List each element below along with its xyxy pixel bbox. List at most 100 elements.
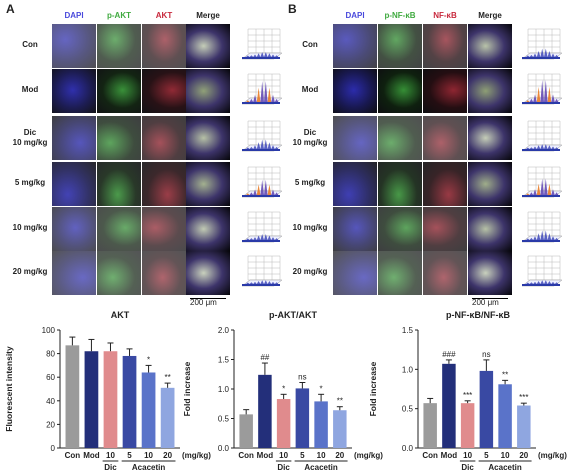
row-label-line: Dic bbox=[303, 128, 317, 137]
surface-peak bbox=[267, 142, 272, 149]
surface-base bbox=[522, 102, 560, 104]
surface-peak bbox=[551, 281, 555, 284]
bar bbox=[333, 410, 347, 448]
row-label: Con bbox=[8, 40, 52, 50]
micrograph bbox=[97, 251, 141, 295]
surface-peak bbox=[540, 79, 544, 102]
micrograph bbox=[423, 251, 467, 295]
surface-peak bbox=[264, 233, 268, 240]
bar bbox=[460, 403, 475, 448]
surface-peak bbox=[246, 55, 250, 57]
surface-plot bbox=[521, 120, 563, 152]
group-label: Acacetin bbox=[304, 463, 337, 472]
y-tick-label: 60 bbox=[46, 373, 55, 382]
surface-peak bbox=[536, 145, 541, 149]
category-label: 20 bbox=[335, 451, 344, 460]
surface-peak bbox=[533, 236, 537, 240]
group-label: Dic bbox=[461, 463, 474, 472]
micrograph bbox=[52, 116, 96, 160]
surface-peak bbox=[544, 230, 548, 240]
category-label: 10 bbox=[279, 451, 288, 460]
y-tick-label: 20 bbox=[46, 420, 55, 429]
surface-peak bbox=[260, 52, 264, 57]
significance-mark: * bbox=[320, 384, 323, 393]
plot-grid bbox=[527, 28, 561, 54]
scale-bar bbox=[190, 298, 226, 299]
micrograph bbox=[186, 24, 230, 68]
row-label-line: 10 mg/kg bbox=[12, 223, 48, 232]
surface-peak bbox=[551, 146, 555, 149]
channel-label: p-AKT bbox=[107, 11, 131, 20]
micrograph bbox=[423, 24, 467, 68]
micrograph bbox=[186, 251, 230, 295]
micrograph bbox=[378, 162, 422, 206]
channel-label: NF-κB bbox=[433, 11, 457, 20]
surface-peak bbox=[540, 178, 544, 195]
surface-peak bbox=[551, 94, 555, 102]
surface-peak bbox=[264, 179, 268, 195]
micrograph bbox=[142, 207, 186, 251]
category-label: Mod bbox=[257, 451, 274, 460]
surface-peak bbox=[253, 189, 257, 195]
y-axis-label: Fold increase bbox=[368, 361, 378, 416]
surface-peak bbox=[260, 280, 264, 284]
y-tick-label: 0.0 bbox=[402, 444, 414, 453]
row-label-line: Dic bbox=[23, 128, 37, 137]
surface-peak bbox=[260, 233, 264, 240]
surface-peak bbox=[249, 98, 254, 102]
micrograph bbox=[333, 24, 377, 68]
row-label-line: 5 mg/kg bbox=[14, 178, 46, 187]
surface-base bbox=[522, 240, 560, 242]
surface-peak bbox=[267, 280, 272, 284]
group-label: Dic bbox=[104, 463, 117, 472]
surface-peak bbox=[260, 139, 264, 149]
scale-bar bbox=[472, 298, 508, 299]
category-label: Con bbox=[238, 451, 254, 460]
micrograph bbox=[97, 24, 141, 68]
micrograph bbox=[468, 24, 512, 68]
surface-peak bbox=[271, 237, 275, 240]
bar bbox=[498, 384, 512, 448]
surface-peak bbox=[274, 146, 279, 149]
y-tick-label: 1.5 bbox=[218, 356, 230, 365]
surface-peak bbox=[529, 54, 534, 57]
chart-title: p-NF-κB/NF-κB bbox=[446, 310, 511, 320]
surface-peak bbox=[264, 280, 268, 284]
bar bbox=[314, 401, 328, 448]
surface-peak bbox=[554, 192, 559, 195]
micrograph bbox=[333, 116, 377, 160]
surface-peak bbox=[256, 87, 261, 102]
surface-peak bbox=[271, 281, 275, 284]
row-label: 20 mg/kg bbox=[288, 267, 332, 277]
channel-label: p-NF-κB bbox=[384, 11, 416, 20]
surface-peak bbox=[536, 183, 541, 195]
surface-peak bbox=[540, 48, 544, 57]
category-label: 5 bbox=[484, 451, 489, 460]
row-label-line: Con bbox=[302, 40, 318, 49]
surface-peak bbox=[551, 53, 555, 57]
micrograph bbox=[97, 207, 141, 251]
surface-peak bbox=[547, 233, 552, 240]
surface-peak bbox=[533, 146, 537, 149]
significance-mark: ** bbox=[337, 397, 343, 406]
surface-base bbox=[522, 195, 560, 197]
panel-letter-B: B bbox=[288, 2, 297, 16]
y-axis-label: Fluorescent intensity bbox=[4, 346, 14, 432]
bar bbox=[103, 351, 118, 448]
surface-peak bbox=[274, 192, 279, 195]
micrograph bbox=[52, 162, 96, 206]
surface-peak bbox=[256, 142, 261, 149]
surface-peak bbox=[533, 189, 537, 195]
significance-mark: ns bbox=[298, 373, 306, 382]
unit-label: (mg/kg) bbox=[182, 451, 211, 460]
surface-peak bbox=[547, 86, 552, 102]
micrograph bbox=[468, 162, 512, 206]
micrograph bbox=[378, 24, 422, 68]
surface-peak bbox=[547, 280, 552, 284]
surface-peak bbox=[253, 94, 257, 102]
surface-base bbox=[242, 195, 280, 197]
micrograph bbox=[97, 116, 141, 160]
category-label: Con bbox=[422, 451, 438, 460]
micrograph bbox=[333, 162, 377, 206]
surface-peak bbox=[536, 86, 541, 102]
